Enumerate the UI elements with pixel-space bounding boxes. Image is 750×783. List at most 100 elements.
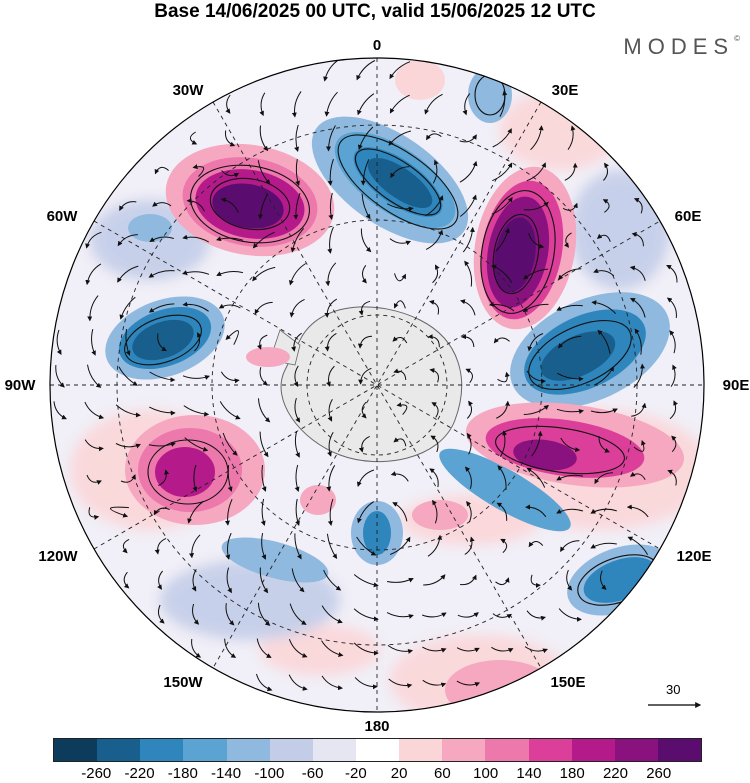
wind-vector — [523, 268, 549, 280]
wind-vector — [422, 646, 447, 653]
wind-vector — [465, 368, 473, 384]
wind-vector — [119, 201, 137, 211]
wind-vector — [456, 647, 480, 653]
wind-vector — [633, 197, 643, 214]
lon-label-60w: 60W — [47, 208, 79, 225]
wind-vector — [422, 679, 447, 688]
wind-vector — [288, 674, 308, 691]
wind-vector — [556, 304, 583, 311]
wind-vector — [386, 612, 414, 619]
wind-vector — [669, 400, 678, 420]
colorbar-tick-label: -100 — [254, 765, 285, 782]
wind-vector — [56, 329, 62, 355]
wind-vector — [389, 94, 410, 114]
wind-vector — [459, 194, 477, 217]
wind-vector — [327, 431, 334, 457]
wind-vector — [149, 371, 176, 383]
wind-vector — [500, 538, 508, 553]
wind-vector — [257, 160, 271, 185]
lon-label-30e: 30E — [552, 82, 579, 99]
wind-vector — [118, 366, 138, 386]
colorbar-swatch — [183, 739, 227, 761]
colorbar-swatch — [485, 739, 529, 761]
wind-vector — [464, 260, 473, 287]
wind-vector — [464, 466, 472, 489]
wind-vector — [84, 439, 104, 452]
wind-vector — [125, 329, 131, 356]
modes-logo: MODES© — [623, 34, 740, 60]
wind-vector — [158, 469, 170, 487]
wind-vector — [386, 203, 414, 212]
wind-vector — [326, 365, 335, 387]
wind-vector — [424, 93, 443, 115]
colorbar-swatch — [312, 739, 356, 761]
colorbar-swatch — [269, 739, 313, 761]
wind-vector — [666, 297, 677, 318]
wind-vector — [85, 231, 102, 249]
wind-vector — [495, 577, 510, 586]
wind-vector — [387, 644, 414, 654]
wind-vector — [393, 437, 407, 447]
wind-vector — [324, 91, 338, 117]
lon-label-120e: 120E — [676, 548, 711, 565]
wind-vector — [523, 201, 549, 211]
wind-vector — [422, 612, 447, 618]
wind-vector — [629, 471, 646, 481]
wind-vector — [261, 532, 267, 560]
wind-vector — [456, 680, 481, 687]
lon-label-150e: 150E — [550, 674, 585, 691]
wind-vector — [55, 365, 65, 388]
wind-vector — [360, 159, 370, 186]
wind-vector — [671, 435, 677, 453]
wind-vector — [260, 498, 266, 526]
wind-vector — [357, 126, 374, 150]
wind-vector — [357, 501, 374, 524]
wind-vector — [291, 568, 305, 593]
wind-vector — [91, 328, 96, 356]
colorbar-swatch — [399, 739, 443, 761]
wind-vector — [222, 432, 238, 456]
wind-vector — [388, 130, 412, 146]
longitude-labels: 0 30E 60E 90E 120E 150E 180 150W 120W 90… — [5, 37, 750, 735]
wind-vector — [459, 160, 478, 183]
wind-vector — [361, 193, 371, 220]
lon-label-0: 0 — [373, 37, 381, 54]
wind-vector — [154, 537, 167, 555]
wind-vector — [259, 92, 266, 117]
wind-vector — [354, 677, 378, 690]
wind-vector — [597, 329, 611, 354]
wind-vector — [220, 197, 239, 213]
wind-vector — [567, 125, 576, 150]
wind-vectors — [53, 58, 678, 692]
wind-vector — [321, 605, 343, 624]
colorbar-swatch — [528, 739, 572, 761]
wind-vector — [528, 541, 544, 548]
wind-vector — [157, 570, 163, 590]
wind-vector — [224, 130, 236, 147]
wind-vector — [431, 402, 439, 418]
colorbar-tick-label: 260 — [646, 765, 672, 782]
wind-vector — [326, 533, 338, 560]
wind-vector — [590, 508, 617, 514]
colorbar-tick-label: 220 — [602, 765, 628, 782]
wind-vector — [326, 125, 336, 152]
wind-vector — [291, 91, 302, 118]
wind-vector — [492, 128, 512, 148]
wind-vector — [321, 675, 343, 691]
lon-label-180: 180 — [364, 718, 389, 735]
wind-vector — [324, 298, 338, 318]
wind-vector — [291, 332, 302, 352]
wind-vector — [289, 298, 305, 318]
colorbar-tick-label: -20 — [345, 765, 367, 782]
wind-vector — [558, 268, 582, 280]
colorbar-tick-label: 180 — [559, 765, 585, 782]
wind-vector — [633, 363, 645, 388]
wind-vector — [259, 125, 269, 152]
wind-vector — [393, 368, 407, 380]
wind-vector — [153, 507, 170, 516]
wind-vector — [184, 437, 209, 452]
wind-vector — [117, 234, 138, 247]
wind-vector — [526, 467, 546, 488]
wind-vector — [189, 534, 201, 559]
